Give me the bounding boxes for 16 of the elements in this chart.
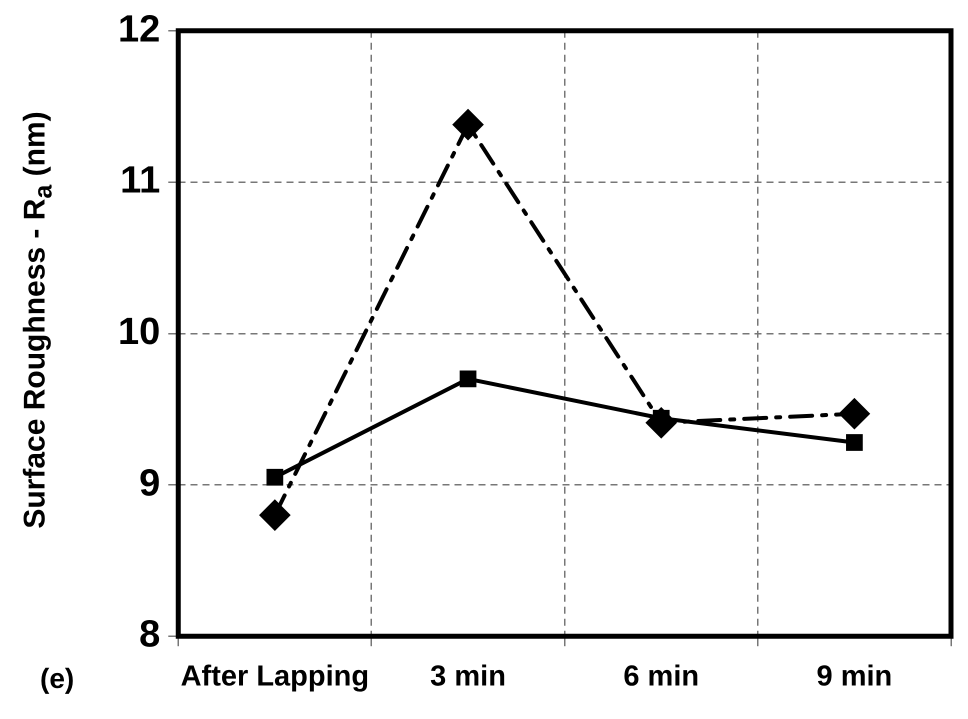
x-tick-label: 6 min	[623, 660, 700, 693]
point	[460, 370, 476, 388]
point	[846, 434, 863, 451]
x-tick-label: 9 min	[816, 660, 892, 693]
y-tick-label: 11	[120, 160, 160, 202]
text: (e)	[40, 662, 74, 694]
x-tick-label: 3 min	[430, 660, 506, 693]
point	[260, 500, 290, 530]
y-tick-label: 12	[118, 8, 160, 50]
point	[266, 468, 284, 486]
point	[839, 398, 870, 429]
y-tick-label: 10	[118, 310, 160, 353]
point	[453, 110, 484, 140]
y-tick-label: 9	[139, 462, 160, 504]
y-tick-label: 8	[139, 614, 160, 656]
x-tick-label: After Lapping	[180, 660, 370, 693]
